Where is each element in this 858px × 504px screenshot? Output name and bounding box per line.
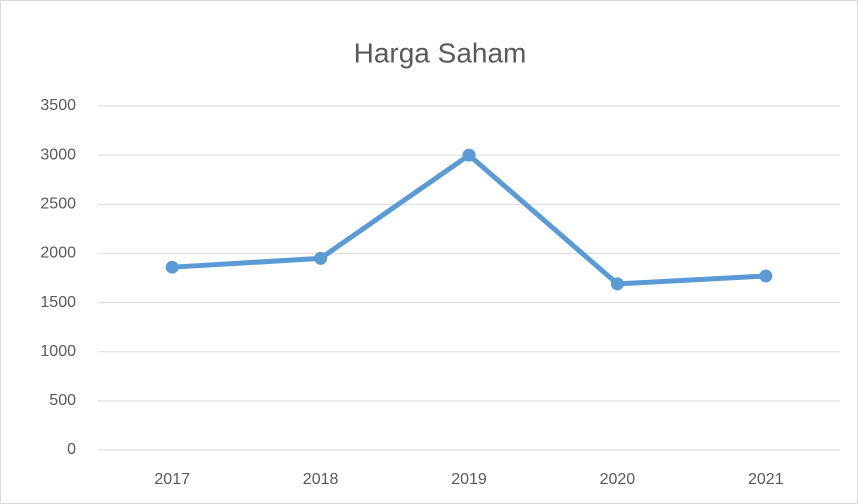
x-tick-label: 2018	[303, 471, 339, 488]
marker	[462, 148, 476, 162]
x-tick-label: 2020	[600, 471, 636, 488]
chart-title: Harga Saham	[354, 37, 527, 68]
y-tick-label: 2500	[40, 196, 76, 213]
marker	[610, 277, 624, 291]
marker	[165, 260, 179, 274]
y-tick-label: 1000	[40, 343, 76, 360]
x-tick-label: 2019	[451, 471, 487, 488]
x-tick-label: 2017	[154, 471, 190, 488]
y-tick-label: 3000	[40, 146, 76, 163]
x-tick-label: 2021	[748, 471, 784, 488]
y-tick-label: 1500	[40, 294, 76, 311]
marker	[314, 251, 328, 265]
y-tick-label: 500	[49, 392, 76, 409]
y-tick-label: 0	[67, 441, 76, 458]
y-tick-label: 2000	[40, 245, 76, 262]
y-tick-label: 3500	[40, 97, 76, 114]
marker	[759, 269, 773, 283]
